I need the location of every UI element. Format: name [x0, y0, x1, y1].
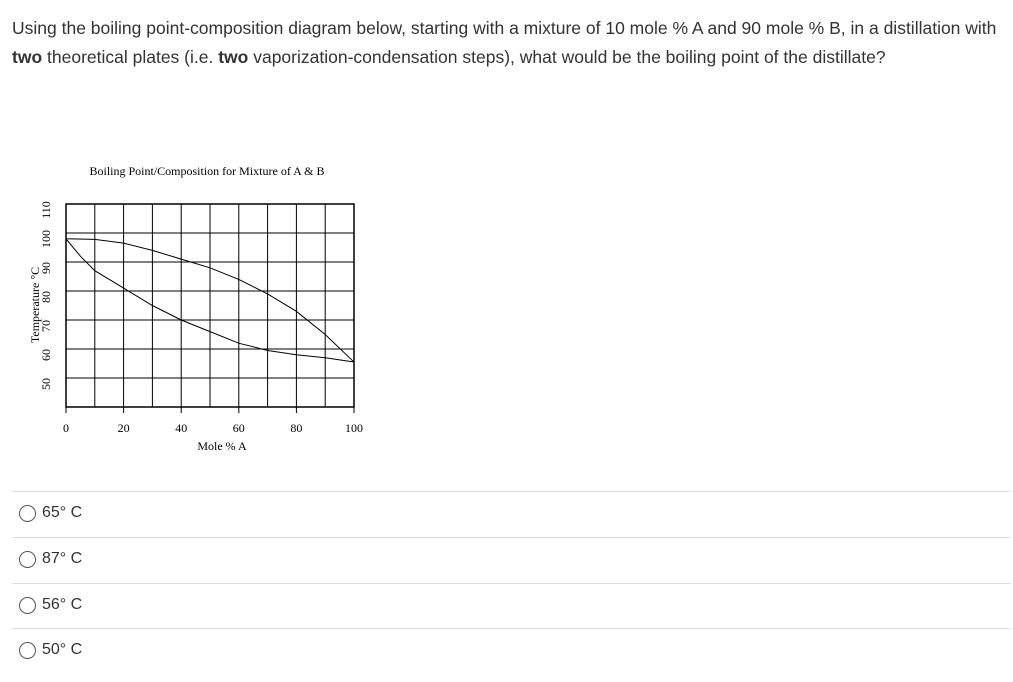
- x-tick-label: 40: [175, 421, 187, 435]
- radio[interactable]: [19, 551, 36, 568]
- radio[interactable]: [19, 642, 36, 659]
- option[interactable]: 65° C: [12, 491, 1010, 537]
- radio[interactable]: [19, 597, 36, 614]
- y-tick-label: 80: [39, 291, 53, 303]
- option[interactable]: 50° C: [12, 628, 1010, 674]
- question: Using the boiling point-composition diag…: [12, 14, 1007, 72]
- option[interactable]: 56° C: [12, 583, 1010, 629]
- y-tick-label: 70: [39, 320, 53, 332]
- question-text: Using the boiling point-composition diag…: [12, 18, 997, 38]
- option-label: 56° C: [42, 596, 83, 613]
- x-axis-label: Mole % A: [197, 439, 247, 453]
- y-tick-label: 50: [39, 378, 53, 390]
- y-tick-label: 90: [39, 262, 53, 274]
- question-bold: two: [218, 47, 249, 67]
- curve: [65, 238, 355, 363]
- chart: Boiling Point/Composition for Mixture of…: [28, 164, 363, 453]
- y-axis-label: Temperature °C: [28, 267, 42, 343]
- x-tick-label: 20: [118, 421, 130, 435]
- y-tick-label: 60: [39, 349, 53, 361]
- question-text: theoretical plates (i.e.: [42, 47, 219, 67]
- x-tick-label: 100: [345, 421, 363, 435]
- x-tick-label: 0: [63, 421, 69, 435]
- option-label: 87° C: [42, 550, 83, 567]
- curve: [65, 238, 355, 363]
- x-tick-label: 80: [290, 421, 302, 435]
- option[interactable]: 87° C: [12, 537, 1010, 583]
- option-label: 50° C: [42, 641, 83, 658]
- question-bold: two: [12, 47, 43, 67]
- option-label: 65° C: [42, 504, 83, 521]
- chart-title: Boiling Point/Composition for Mixture of…: [89, 164, 324, 178]
- y-tick-label: 100: [39, 230, 53, 248]
- question-text: vaporization-condensation steps), what w…: [248, 47, 886, 67]
- y-tick-label: 110: [39, 201, 53, 219]
- x-tick-label: 60: [233, 421, 245, 435]
- radio[interactable]: [19, 505, 36, 522]
